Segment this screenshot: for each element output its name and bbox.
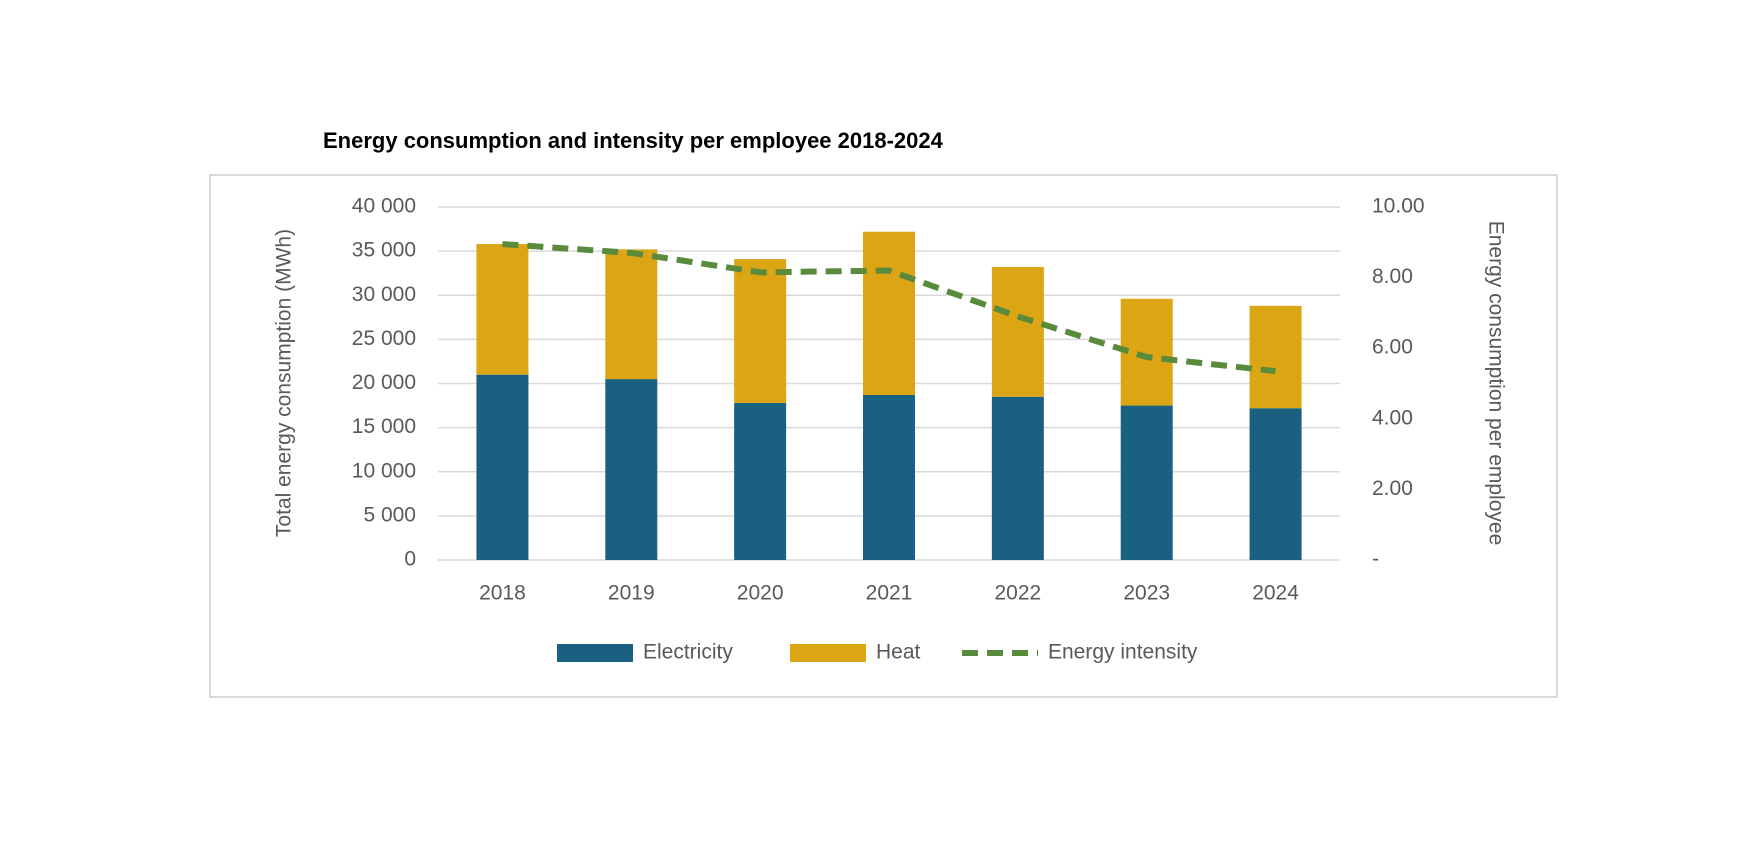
legend-label: Energy intensity bbox=[1048, 641, 1198, 664]
y2-tick-label: - bbox=[1372, 548, 1379, 571]
x-tick-label: 2020 bbox=[737, 582, 784, 605]
bar bbox=[1120, 298, 1173, 406]
bar bbox=[605, 379, 658, 560]
x-tick-label: 2022 bbox=[994, 582, 1041, 605]
bar bbox=[734, 402, 787, 560]
y-tick-label: 25 000 bbox=[352, 327, 416, 350]
y-tick-label: 30 000 bbox=[352, 283, 416, 306]
bar bbox=[734, 259, 787, 403]
y2-tick-label: 4.00 bbox=[1372, 406, 1413, 429]
bar bbox=[476, 374, 529, 560]
legend-swatch bbox=[790, 644, 866, 662]
bar bbox=[863, 231, 915, 395]
y2-tick-label: 10.00 bbox=[1372, 195, 1425, 218]
chart-title: Energy consumption and intensity per emp… bbox=[323, 128, 944, 153]
x-tick-label: 2021 bbox=[866, 582, 913, 605]
x-tick-label: 2019 bbox=[608, 582, 655, 605]
y2-tick-label: 8.00 bbox=[1372, 265, 1413, 288]
y-tick-label: 5 000 bbox=[363, 503, 416, 526]
y-tick-label: 10 000 bbox=[352, 459, 416, 482]
y-tick-label: 20 000 bbox=[352, 371, 416, 394]
y2-tick-label: 6.00 bbox=[1372, 336, 1413, 359]
bar bbox=[991, 267, 1044, 397]
bar bbox=[476, 244, 529, 375]
bar bbox=[1249, 408, 1302, 560]
legend-label: Heat bbox=[876, 641, 921, 664]
x-tick-label: 2024 bbox=[1252, 582, 1299, 605]
x-tick-label: 2023 bbox=[1123, 582, 1170, 605]
bar bbox=[1249, 305, 1302, 409]
y-tick-label: 0 bbox=[404, 548, 416, 571]
x-tick-label: 2018 bbox=[479, 582, 526, 605]
y-tick-label: 15 000 bbox=[352, 415, 416, 438]
y2-tick-label: 2.00 bbox=[1372, 477, 1413, 500]
y-tick-label: 35 000 bbox=[352, 239, 416, 262]
legend-swatch bbox=[557, 644, 633, 662]
y2-axis-title: Energy consumption per employee bbox=[1484, 221, 1507, 546]
line-series bbox=[502, 241, 1276, 375]
bar bbox=[863, 394, 915, 560]
chart-frame bbox=[209, 174, 1558, 698]
legend-label: Electricity bbox=[643, 641, 733, 664]
y-tick-label: 40 000 bbox=[352, 195, 416, 218]
bar bbox=[1120, 405, 1173, 560]
y-axis-title: Total energy consumption (MWh) bbox=[273, 229, 296, 537]
bar bbox=[991, 396, 1044, 560]
bar bbox=[605, 249, 658, 380]
